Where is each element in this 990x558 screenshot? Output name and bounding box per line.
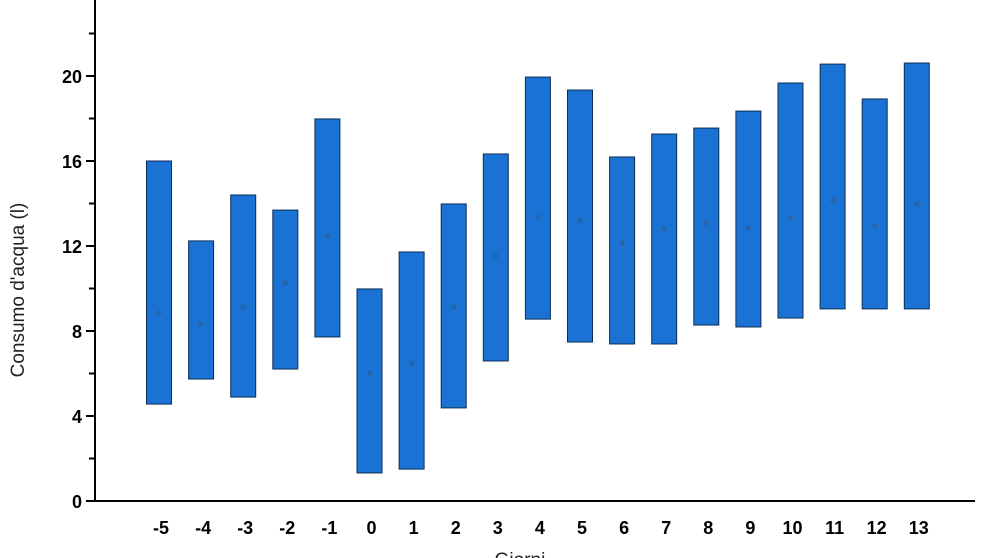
range-bar-10 <box>777 82 804 319</box>
x-tick-label: -2 <box>279 518 295 538</box>
y-tick-label: 16 <box>62 152 82 172</box>
x-ticks: -5 -4 -3 -2 -1 0 1 2 3 4 5 6 7 8 9 10 11 12 13 <box>153 518 929 538</box>
x-tick-label: -5 <box>153 518 169 538</box>
range-bar-1 <box>398 251 425 470</box>
x-tick-label: -4 <box>195 518 211 538</box>
range-bar--2 <box>272 209 299 370</box>
x-tick-label: 6 <box>619 518 629 538</box>
x-tick-label: 8 <box>703 518 713 538</box>
range-bar-9 <box>735 110 762 328</box>
y-ticks: 0 4 8 12 16 20 <box>62 32 95 512</box>
y-tick-label: 12 <box>62 237 82 257</box>
y-axis-label: Consumo d'acqua (l) <box>8 203 29 378</box>
range-bar-6 <box>609 156 636 345</box>
mean-marker--5 <box>156 310 162 316</box>
x-tick-label: 5 <box>577 518 587 538</box>
x-tick-label: 12 <box>867 518 887 538</box>
mean-marker--1 <box>324 233 330 239</box>
mean-marker-8 <box>703 220 709 226</box>
y-tick-label: 20 <box>62 67 82 87</box>
range-bar--5 <box>146 160 172 405</box>
mean-marker-4 <box>535 214 541 220</box>
range-bar-4 <box>524 76 551 320</box>
x-axis-label: Giorni <box>495 550 546 558</box>
mean-marker-11 <box>830 197 836 203</box>
x-tick-label: -1 <box>321 518 337 538</box>
range-bar--1 <box>314 118 341 338</box>
x-tick-label: 4 <box>535 518 545 538</box>
range-bar-8 <box>693 127 720 326</box>
x-tick-label: 11 <box>825 518 844 538</box>
x-tick-label: 13 <box>909 518 929 538</box>
mean-marker--3 <box>240 304 246 310</box>
range-bar-7 <box>651 133 678 345</box>
y-tick-label: 0 <box>72 492 82 512</box>
mean-marker-12 <box>872 223 878 229</box>
x-tick-label: 9 <box>745 518 755 538</box>
range-bar--3 <box>230 194 257 398</box>
x-tick-label: 3 <box>493 518 503 538</box>
mean-marker-5 <box>577 218 583 224</box>
mean-marker-10 <box>788 215 793 221</box>
bars-group <box>146 62 930 474</box>
x-tick-label: 2 <box>451 518 461 538</box>
mean-marker-0 <box>367 370 372 376</box>
range-bar-13 <box>903 62 930 310</box>
mean-marker-1 <box>409 360 415 366</box>
y-tick-label: 8 <box>72 322 82 342</box>
range-bar-12 <box>861 98 888 310</box>
range-bar-5 <box>567 89 593 343</box>
mean-marker-2 <box>451 304 457 310</box>
range-bar--4 <box>188 240 215 380</box>
range-bar-0 <box>356 288 383 474</box>
mean-marker--2 <box>282 280 288 286</box>
x-tick-label: 10 <box>782 518 802 538</box>
mean-marker-9 <box>745 225 751 231</box>
y-tick-label: 4 <box>72 407 82 427</box>
range-bar-11 <box>819 63 846 310</box>
x-tick-label: 0 <box>366 518 376 538</box>
mean-marker--4 <box>198 321 204 327</box>
mean-marker-13 <box>914 201 920 207</box>
x-tick-label: 7 <box>661 518 671 538</box>
mean-marker-6 <box>619 240 625 246</box>
mean-marker-7 <box>661 226 667 232</box>
x-tick-label: -3 <box>237 518 253 538</box>
x-tick-label: 1 <box>409 518 419 538</box>
mean-marker-3 <box>493 253 499 259</box>
